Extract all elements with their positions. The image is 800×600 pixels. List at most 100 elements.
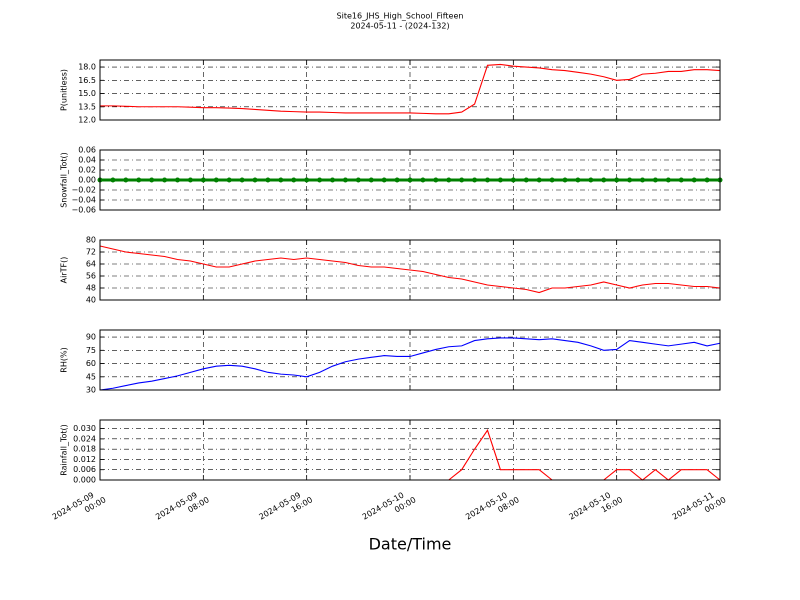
data-point: [472, 177, 478, 183]
data-point: [601, 177, 607, 183]
y-tick-label: 0.012: [73, 455, 96, 464]
data-point: [549, 177, 555, 183]
data-point: [523, 177, 529, 183]
y-tick-label: 16.5: [78, 76, 96, 85]
y-tick-label: 45: [86, 372, 96, 381]
data-point: [497, 177, 503, 183]
data-point: [614, 177, 620, 183]
y-tick-label: 0.006: [73, 465, 96, 474]
y-tick-label: 60: [86, 359, 96, 368]
data-point: [575, 177, 581, 183]
y-tick-label: 0.00: [78, 176, 96, 185]
y-tick-label: 15.0: [78, 89, 96, 98]
data-point: [226, 177, 232, 183]
data-point: [394, 177, 400, 183]
data-point: [446, 177, 452, 183]
data-point: [407, 177, 413, 183]
y-tick-label: 0.024: [73, 434, 96, 443]
data-line: [100, 63, 721, 115]
data-point: [175, 177, 180, 183]
y-tick-label: 0.04: [78, 156, 96, 165]
data-point: [588, 177, 594, 183]
data-point: [381, 177, 387, 183]
x-axis-label: Date/Time: [369, 535, 452, 554]
axes-frame: [99, 329, 721, 391]
x-tick-label: 2024-05-1100:00: [671, 486, 728, 530]
data-point: [239, 177, 245, 183]
y-tick-label: 64: [86, 260, 96, 269]
y-tick-label: 72: [86, 248, 96, 257]
axes-frame: [99, 149, 721, 211]
data-point: [213, 177, 219, 183]
y-tick-label: 0.018: [73, 445, 96, 454]
data-point: [433, 177, 439, 183]
x-tick-label: 2024-05-1000:00: [361, 486, 418, 530]
data-point: [510, 177, 516, 183]
data-point: [187, 177, 193, 183]
y-tick-label: 0.030: [73, 424, 96, 433]
data-point: [627, 177, 633, 183]
axes-frame: [99, 419, 721, 481]
data-point: [536, 177, 542, 183]
data-point: [691, 177, 697, 183]
y-tick-label: 56: [86, 272, 96, 281]
data-point: [123, 177, 129, 183]
figure-subtitle: 2024-05-11 - (2024-132): [350, 22, 449, 31]
y-tick-label: 80: [86, 236, 96, 245]
y-axis-label: P(unitless): [60, 69, 69, 111]
y-tick-label: 13.5: [78, 102, 96, 111]
data-point: [652, 177, 658, 183]
data-point: [330, 177, 335, 183]
data-point: [265, 177, 271, 183]
data-point: [149, 177, 155, 183]
axes-frame: [99, 59, 721, 121]
data-point: [562, 177, 568, 183]
data-point: [368, 177, 374, 183]
y-tick-label: 18.0: [78, 63, 96, 72]
y-tick-label: 75: [86, 346, 96, 355]
x-tick-label: 2024-05-0908:00: [154, 486, 211, 530]
data-point: [485, 177, 490, 183]
figure-title: Site16_JHS_High_School_Fifteen: [337, 12, 464, 21]
y-tick-label: 30: [86, 386, 96, 395]
y-tick-label: 0.000: [73, 476, 96, 485]
data-point: [291, 177, 297, 183]
data-point: [278, 177, 284, 183]
x-tick-label: 2024-05-0916:00: [257, 486, 314, 530]
data-point: [136, 177, 142, 183]
y-tick-label: 0.02: [78, 166, 96, 175]
y-axis-label: Rainfall_Tot(): [60, 424, 69, 476]
y-tick-label: −0.04: [71, 196, 96, 205]
y-tick-label: 40: [86, 296, 96, 305]
y-tick-label: 48: [86, 284, 96, 293]
data-point: [640, 177, 645, 183]
data-point: [162, 177, 168, 183]
data-point: [678, 177, 684, 183]
data-line: [99, 245, 721, 294]
y-tick-label: −0.06: [71, 206, 96, 215]
data-point: [342, 177, 348, 183]
data-point: [704, 177, 710, 183]
y-tick-label: 0.06: [78, 146, 96, 155]
x-tick-label: 2024-05-1016:00: [567, 486, 624, 530]
y-axis-label: Snowfall_Tot(): [60, 152, 69, 208]
y-axis-label: AirTF(): [60, 257, 69, 284]
y-tick-label: 12.0: [78, 116, 96, 125]
y-axis-label: RH(%): [60, 347, 69, 372]
data-line: [99, 337, 721, 391]
y-tick-label: −0.02: [71, 186, 96, 195]
data-point: [252, 177, 258, 183]
data-point: [317, 177, 323, 183]
data-point: [420, 177, 426, 183]
x-tick-label: 2024-05-1008:00: [464, 486, 521, 530]
data-point: [110, 177, 116, 183]
data-point: [200, 177, 206, 183]
data-point: [665, 177, 671, 183]
data-point: [459, 177, 465, 183]
x-tick-label: 2024-05-0900:00: [51, 486, 108, 530]
data-point: [304, 177, 310, 183]
axes-frame: [99, 239, 721, 301]
y-tick-label: 90: [86, 333, 96, 342]
data-point: [355, 177, 361, 183]
